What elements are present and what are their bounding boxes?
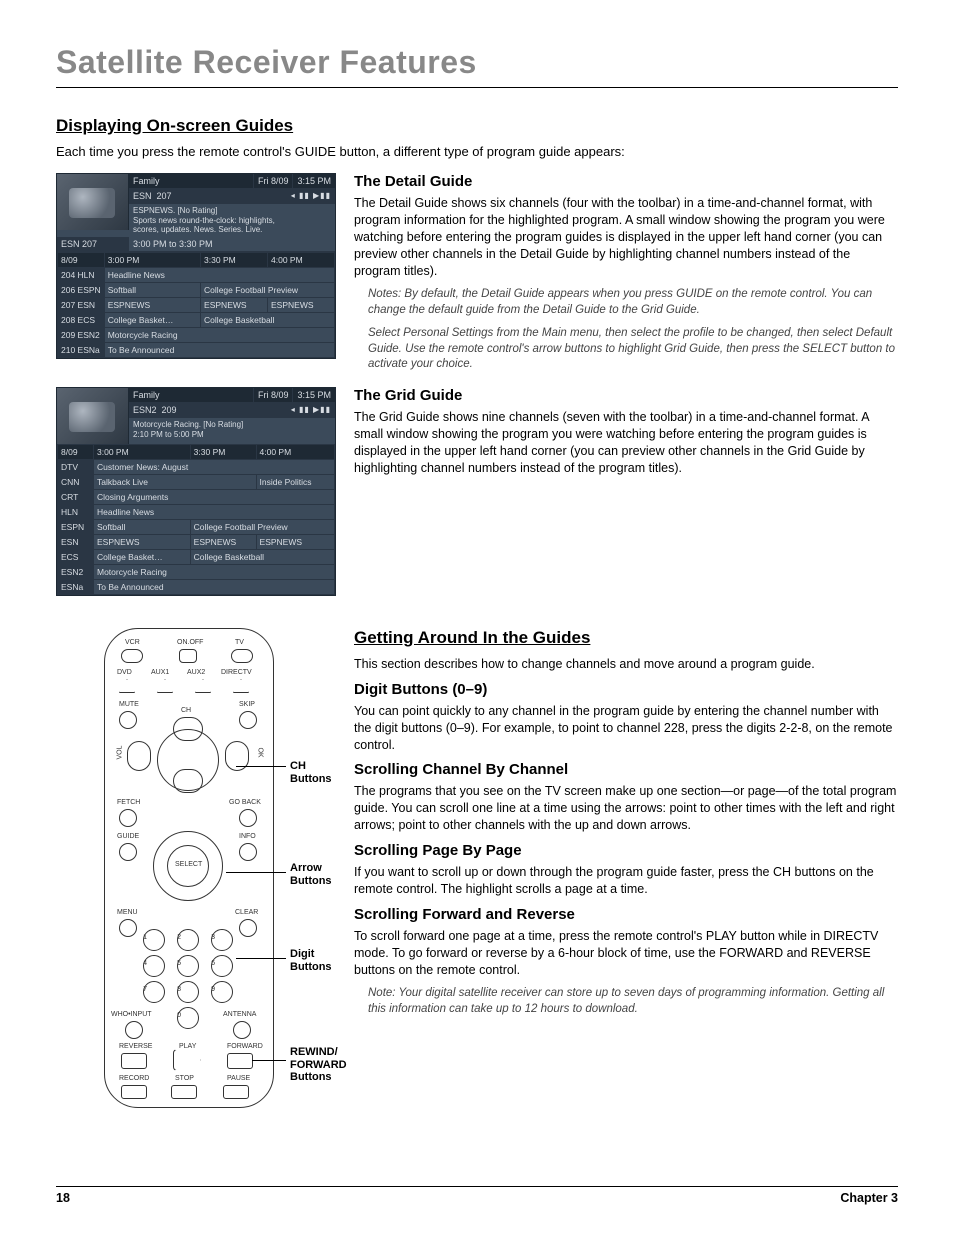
detail-guide-note2: Select Personal Settings from the Main m… — [368, 326, 898, 373]
detail-guide-body: The Detail Guide shows six channels (fou… — [354, 195, 898, 279]
section-heading-getting-around: Getting Around In the Guides — [354, 628, 898, 648]
digit-buttons-body: You can point quickly to any channel in … — [354, 703, 898, 754]
chapter-label: Chapter 3 — [840, 1191, 898, 1205]
grid-guide-screenshot: FamilyFri 8/093:15 PMESN2 209◂ ▮▮ ▶▮▮Mot… — [56, 387, 336, 596]
scroll-page-body: If you want to scroll up or down through… — [354, 864, 898, 898]
section-intro: Each time you press the remote control's… — [56, 144, 898, 159]
detail-guide-heading: The Detail Guide — [354, 173, 898, 190]
grid-guide-heading: The Grid Guide — [354, 387, 898, 404]
page-title: Satellite Receiver Features — [56, 44, 898, 81]
scroll-channel-heading: Scrolling Channel By Channel — [354, 761, 898, 778]
section-heading-displaying: Displaying On-screen Guides — [56, 116, 898, 136]
detail-guide-note1: Notes: By default, the Detail Guide appe… — [368, 287, 898, 318]
remote-diagram: VCRON.OFFTVDVDAUX1AUX2DIRECTVMUTESKIPCHV… — [56, 628, 336, 1118]
scroll-fwd-rev-body: To scroll forward one page at a time, pr… — [354, 928, 898, 979]
scroll-fwd-rev-heading: Scrolling Forward and Reverse — [354, 906, 898, 923]
scroll-channel-body: The programs that you see on the TV scre… — [354, 783, 898, 834]
scroll-page-heading: Scrolling Page By Page — [354, 842, 898, 859]
detail-guide-screenshot: FamilyFri 8/093:15 PMESN 207◂ ▮▮ ▶▮▮ESPN… — [56, 173, 336, 359]
horizontal-rule — [56, 87, 898, 88]
grid-guide-body: The Grid Guide shows nine channels (seve… — [354, 409, 898, 477]
page-number: 18 — [56, 1191, 70, 1205]
scroll-fwd-rev-note: Note: Your digital satellite receiver ca… — [368, 986, 898, 1017]
getting-around-intro: This section describes how to change cha… — [354, 656, 898, 673]
digit-buttons-heading: Digit Buttons (0–9) — [354, 681, 898, 698]
page-footer: 18 Chapter 3 — [56, 1186, 898, 1205]
